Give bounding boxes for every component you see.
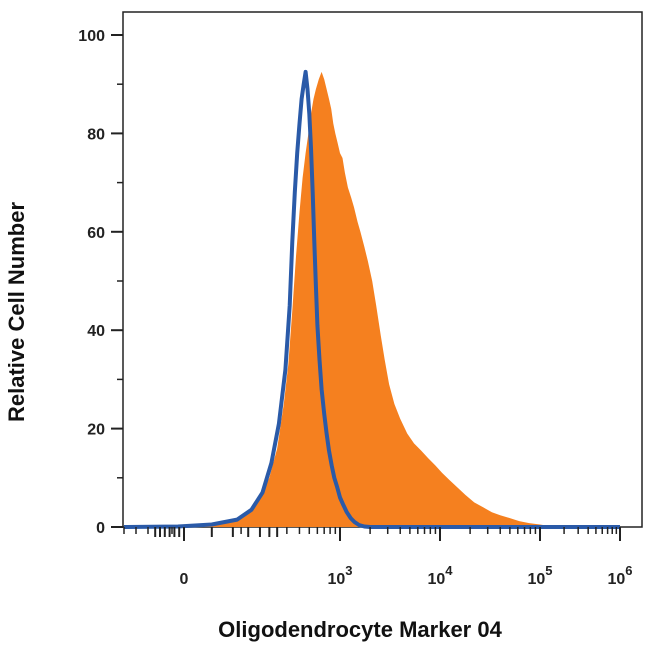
series-area-0 [124, 71, 620, 528]
x-tick-label-0: 0 [180, 571, 189, 588]
x-tick-label-2: 104 [427, 563, 453, 588]
x-tick-label-1: 103 [327, 563, 352, 588]
x-axis-title: Oligodendrocyte Marker 04 [218, 617, 502, 642]
y-tick-label-40: 40 [87, 323, 105, 340]
x-tick-label-4: 106 [607, 563, 632, 588]
series-line-1 [123, 69, 620, 529]
y-tick-label-0: 0 [96, 520, 105, 537]
y-axis-title: Relative Cell Number [4, 202, 29, 423]
y-tick-label-80: 80 [87, 126, 105, 143]
x-tick-label-3: 105 [527, 563, 552, 588]
y-tick-label-20: 20 [87, 422, 105, 439]
y-tick-label-100: 100 [78, 28, 105, 45]
y-tick-label-60: 60 [87, 225, 105, 242]
